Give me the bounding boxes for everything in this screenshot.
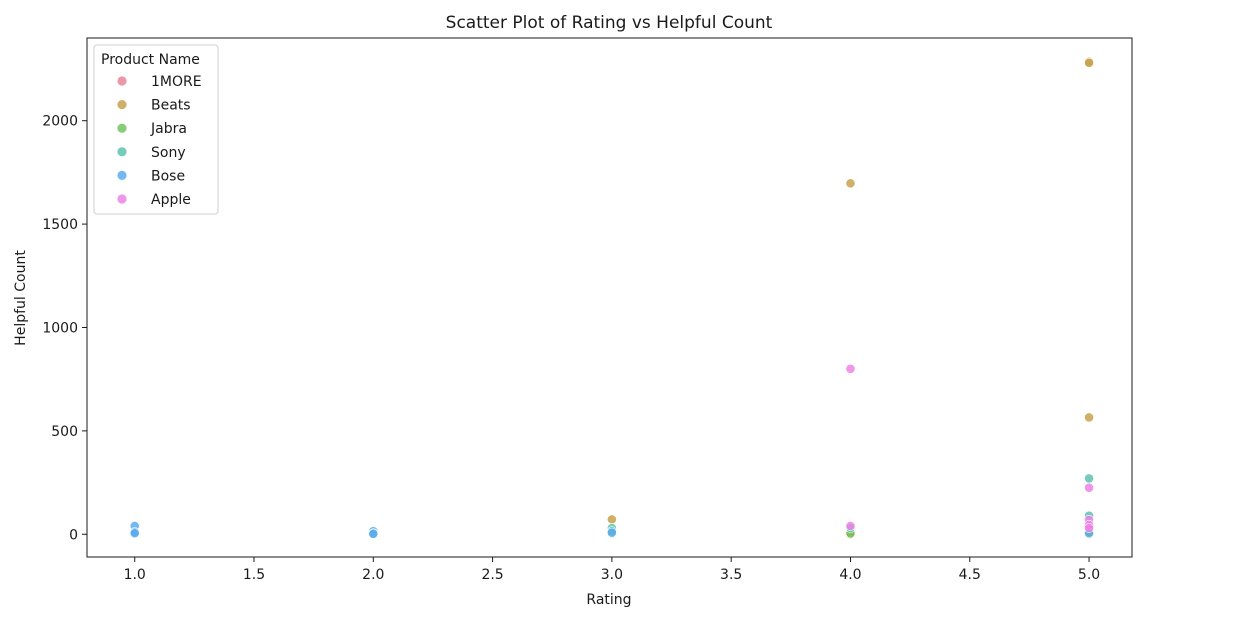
- y-tick-label: 1000: [42, 320, 78, 336]
- data-point: [606, 527, 617, 538]
- legend-label: Jabra: [150, 121, 187, 137]
- x-axis: 1.0 1.5 2.0 2.5 3.0 3.5 4.0 4.5 5.0: [124, 557, 1100, 583]
- legend-title: Product Name: [101, 52, 200, 68]
- x-tick-label: 1.0: [124, 567, 146, 583]
- series-beats: [606, 56, 1094, 540]
- x-tick-label: 3.0: [601, 567, 623, 583]
- legend-label: Beats: [151, 98, 191, 114]
- legend-label: Bose: [151, 168, 185, 184]
- y-tick-label: 500: [51, 424, 78, 440]
- x-tick-label: 2.5: [481, 567, 503, 583]
- data-point: [606, 514, 617, 525]
- series-sony: [129, 473, 1094, 537]
- x-tick-label: 2.0: [362, 567, 384, 583]
- y-tick-label: 0: [69, 527, 78, 543]
- plot-area: [129, 56, 1094, 540]
- x-axis-label: Rating: [586, 592, 631, 608]
- legend-marker: [117, 170, 127, 180]
- legend-marker: [117, 147, 127, 157]
- x-tick-label: 4.0: [839, 567, 861, 583]
- legend-label: Apple: [151, 192, 191, 208]
- x-tick-label: 4.5: [959, 567, 981, 583]
- data-point: [1084, 523, 1094, 533]
- y-tick-label: 1500: [42, 217, 78, 233]
- y-axis: 0 500 1000 1500 2000: [42, 114, 87, 543]
- data-point: [845, 521, 856, 531]
- plot-frame: [86, 37, 1133, 558]
- y-axis-label: Helpful Count: [13, 250, 29, 346]
- x-tick-label: 5.0: [1078, 567, 1100, 583]
- legend-label: 1MORE: [151, 74, 202, 90]
- legend-marker: [117, 100, 127, 110]
- legend-marker: [117, 194, 127, 204]
- data-point: [1084, 412, 1094, 423]
- data-point: [1084, 482, 1094, 493]
- legend-marker: [117, 123, 127, 133]
- x-tick-label: 1.5: [243, 567, 265, 583]
- data-point: [1084, 57, 1094, 68]
- data-point: [368, 528, 379, 539]
- x-tick-label: 3.5: [720, 567, 742, 583]
- legend-label: Sony: [151, 145, 186, 161]
- series-1more: [845, 525, 1094, 539]
- legend-marker: [117, 76, 127, 86]
- legend-items: 1MORE Beats Jabra Sony Bose Apple: [117, 74, 202, 208]
- data-point: [845, 363, 856, 374]
- y-tick-label: 2000: [42, 114, 78, 130]
- data-point: [1084, 473, 1094, 484]
- legend: Product Name 1MORE Beats Jabra Sony Bose Appl…: [93, 44, 219, 215]
- data-point: [845, 178, 856, 189]
- chart-title: Scatter Plot of Rating vs Helpful Count: [446, 13, 773, 33]
- series-bose: [129, 521, 1094, 539]
- data-point: [129, 528, 140, 539]
- series-apple: [845, 363, 1094, 533]
- legend-box: [93, 44, 219, 215]
